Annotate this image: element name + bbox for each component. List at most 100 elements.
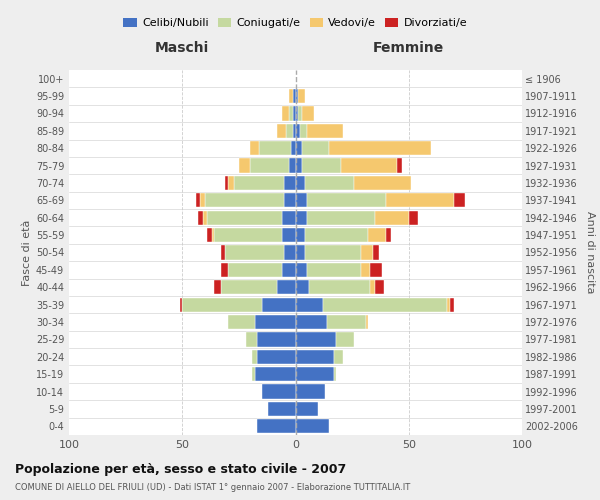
Bar (253, 350, 257, 364)
Bar (289, 106, 293, 120)
Bar (307, 124, 343, 138)
Bar (289, 89, 293, 103)
Y-axis label: Anni di nascita: Anni di nascita (584, 211, 595, 294)
Bar (245, 332, 257, 346)
Bar (296, 384, 325, 398)
Bar (182, 298, 262, 312)
Bar (327, 315, 366, 329)
Bar (221, 280, 277, 294)
Bar (296, 246, 305, 260)
Bar (296, 263, 307, 277)
Bar (296, 332, 336, 346)
Bar (293, 89, 296, 103)
Bar (277, 124, 286, 138)
Bar (302, 106, 314, 120)
Bar (296, 158, 302, 172)
Bar (373, 246, 379, 260)
Bar (257, 350, 296, 364)
Bar (296, 210, 307, 225)
Bar (225, 176, 227, 190)
Bar (296, 124, 300, 138)
Bar (361, 263, 370, 277)
Bar (207, 210, 282, 225)
Bar (449, 298, 454, 312)
Bar (323, 298, 447, 312)
Bar (257, 419, 296, 434)
Bar (296, 176, 305, 190)
Bar (307, 263, 361, 277)
Bar (296, 228, 305, 242)
Bar (302, 158, 341, 172)
Bar (366, 315, 368, 329)
Bar (207, 228, 212, 242)
Bar (196, 193, 200, 208)
Bar (296, 106, 298, 120)
Bar (205, 193, 284, 208)
Bar (212, 228, 214, 242)
Bar (253, 367, 255, 382)
Bar (447, 298, 449, 312)
Bar (296, 141, 302, 156)
Bar (198, 210, 203, 225)
Bar (203, 210, 207, 225)
Bar (305, 176, 355, 190)
Bar (397, 158, 402, 172)
Bar (375, 210, 409, 225)
Bar (454, 193, 466, 208)
Bar (298, 89, 305, 103)
Bar (282, 228, 296, 242)
Bar (375, 280, 384, 294)
Bar (334, 367, 336, 382)
Bar (257, 332, 296, 346)
Bar (296, 402, 318, 416)
Bar (284, 176, 296, 190)
Bar (227, 176, 235, 190)
Bar (307, 193, 386, 208)
Bar (250, 158, 289, 172)
Bar (293, 106, 296, 120)
Bar (235, 176, 284, 190)
Bar (355, 176, 411, 190)
Bar (277, 280, 296, 294)
Bar (214, 228, 282, 242)
Bar (336, 332, 355, 346)
Bar (221, 263, 227, 277)
Bar (255, 315, 296, 329)
Bar (370, 263, 382, 277)
Bar (296, 280, 309, 294)
Bar (302, 141, 329, 156)
Bar (250, 141, 259, 156)
Bar (214, 280, 221, 294)
Bar (296, 298, 323, 312)
Bar (300, 124, 307, 138)
Bar (227, 315, 255, 329)
Y-axis label: Fasce di età: Fasce di età (22, 220, 32, 286)
Bar (361, 246, 373, 260)
Bar (386, 228, 391, 242)
Bar (305, 246, 361, 260)
Bar (284, 193, 296, 208)
Bar (262, 384, 296, 398)
Bar (296, 315, 327, 329)
Text: Maschi: Maschi (155, 42, 209, 56)
Bar (221, 246, 225, 260)
Bar (286, 124, 293, 138)
Bar (180, 298, 182, 312)
Bar (368, 228, 386, 242)
Bar (289, 158, 296, 172)
Bar (334, 350, 343, 364)
Text: COMUNE DI AIELLO DEL FRIULI (UD) - Dati ISTAT 1° gennaio 2007 - Elaborazione TUT: COMUNE DI AIELLO DEL FRIULI (UD) - Dati … (15, 484, 410, 492)
Text: Popolazione per età, sesso e stato civile - 2007: Popolazione per età, sesso e stato civil… (15, 462, 346, 475)
Bar (386, 193, 454, 208)
Bar (259, 141, 291, 156)
Bar (293, 124, 296, 138)
Bar (341, 158, 397, 172)
Bar (291, 141, 296, 156)
Bar (298, 106, 302, 120)
Bar (225, 246, 284, 260)
Bar (309, 280, 370, 294)
Bar (227, 263, 282, 277)
Bar (282, 210, 296, 225)
Bar (305, 228, 368, 242)
Bar (282, 263, 296, 277)
